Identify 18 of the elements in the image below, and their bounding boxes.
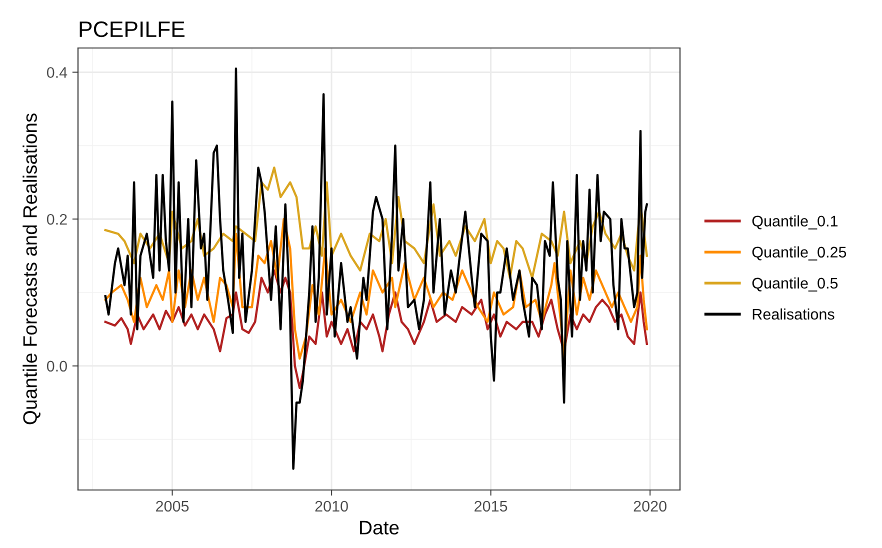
line-series	[104, 218, 648, 360]
x-axis-title: Date	[360, 520, 399, 534]
chart-title: PCEPILFE	[80, 21, 184, 38]
legend-label: Quantile_0.5	[752, 277, 838, 292]
legend-label: Quantile_0.1	[752, 215, 838, 230]
x-tick-label: 2010	[315, 500, 348, 512]
y-tick-label: 0.0	[46, 360, 67, 372]
x-tick-label: 2005	[156, 500, 189, 512]
legend-label: Quantile_0.25	[752, 246, 846, 260]
line-series	[104, 166, 648, 279]
y-tick-label: 0.4	[46, 67, 68, 78]
y-tick-label: 0.2	[46, 214, 67, 225]
x-tick-label: 2015	[474, 500, 508, 512]
line-series	[104, 67, 648, 470]
x-tick-label: 2020	[634, 500, 666, 512]
line-series	[104, 269, 648, 390]
y-axis-title: Quantile Forecasts and Realisations	[22, 114, 40, 424]
legend-label: Realisations	[752, 308, 834, 320]
